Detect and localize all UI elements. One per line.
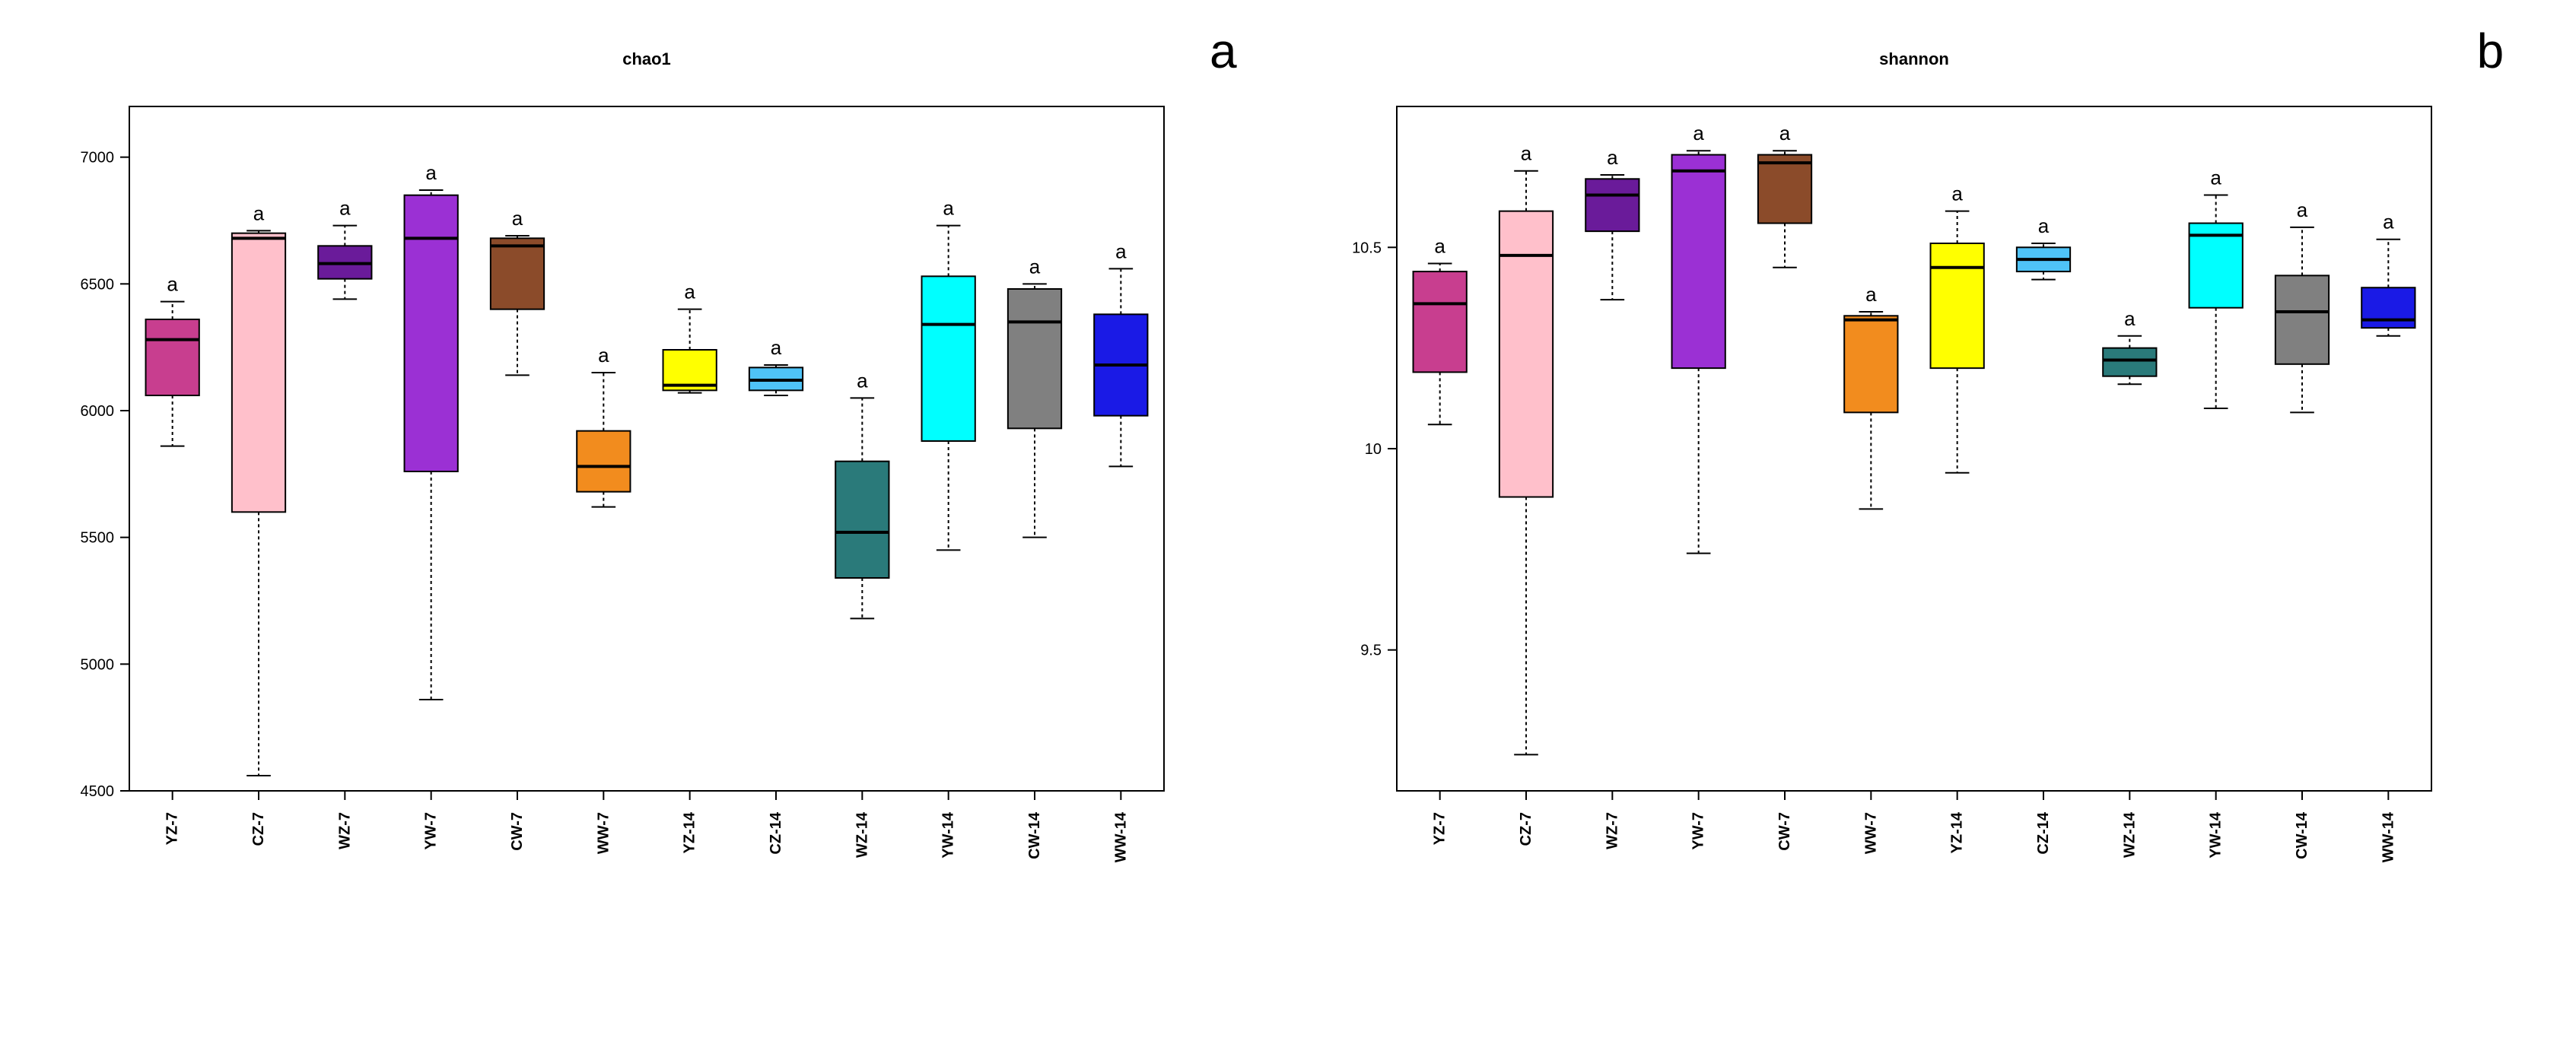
y-tick-label: 5000 xyxy=(81,656,115,673)
x-tick-label: WZ-7 xyxy=(336,812,353,849)
sig-letter: a xyxy=(1951,183,1963,205)
box-YZ-7 xyxy=(1413,271,1466,372)
x-tick-label: CW-14 xyxy=(2294,811,2310,859)
x-tick-label: WW-14 xyxy=(1112,811,1129,862)
sig-letter: a xyxy=(1779,122,1790,144)
box-WW-7 xyxy=(577,431,630,492)
panel-b-wrap: shannon 9.5 10 10.5 a YZ-7 a CZ-7 a WZ-7 a YW-7 a CW-… xyxy=(1283,15,2504,989)
box-WZ-14 xyxy=(835,462,889,578)
x-tick-label: YZ-7 xyxy=(164,812,181,845)
sig-letter: a xyxy=(512,207,523,230)
sig-letter: a xyxy=(684,281,695,303)
y-tick-label: 7000 xyxy=(81,150,115,167)
sig-letter: a xyxy=(1434,234,1445,257)
x-tick-label: YW-14 xyxy=(2207,811,2224,859)
x-tick-label: CZ-14 xyxy=(768,811,784,854)
box-YW-7 xyxy=(405,195,458,471)
box-CW-14 xyxy=(2275,275,2328,363)
x-tick-label: YW-7 xyxy=(423,812,440,850)
sig-letter: a xyxy=(167,273,178,296)
sig-letter: a xyxy=(2210,166,2221,189)
box-YZ-7 xyxy=(146,319,199,395)
panel-b: shannon 9.5 10 10.5 a YZ-7 a CZ-7 a WZ-7 a YW-7 a CW-… xyxy=(1283,15,2462,989)
x-tick-label: YZ-14 xyxy=(1948,811,1965,853)
x-tick-label: YW-14 xyxy=(940,811,957,859)
x-tick-label: WZ-14 xyxy=(2121,811,2138,858)
x-tick-label: WZ-14 xyxy=(854,811,870,858)
x-tick-label: YZ-7 xyxy=(1431,812,1448,845)
x-tick-label: CW-14 xyxy=(1026,811,1043,859)
sig-letter: a xyxy=(2383,211,2394,233)
y-tick-label: 5500 xyxy=(81,530,115,547)
box-WW-7 xyxy=(1844,316,1897,412)
box-YZ-14 xyxy=(1930,243,1983,368)
y-tick-label: 10 xyxy=(1364,441,1381,458)
box-CW-14 xyxy=(1008,289,1061,428)
y-tick-label: 4500 xyxy=(81,783,115,800)
panel-b-label: b xyxy=(2477,23,2504,79)
x-tick-label: CZ-7 xyxy=(1518,812,1534,846)
sig-letter: a xyxy=(943,197,954,220)
box-YW-7 xyxy=(1671,155,1725,369)
box-CW-7 xyxy=(491,238,544,309)
x-tick-label: CW-7 xyxy=(509,812,526,851)
sig-letter: a xyxy=(1115,240,1127,262)
x-tick-label: YW-7 xyxy=(1690,812,1706,850)
sig-letter: a xyxy=(2037,214,2049,237)
x-tick-label: WW-7 xyxy=(1862,812,1879,854)
boxplot-a: chao1 4500 5000 5500 6000 6500 7000 a YZ-7 a CZ-7 a… xyxy=(15,15,1194,989)
sig-letter: a xyxy=(2124,307,2136,330)
x-tick-label: WW-7 xyxy=(595,812,612,854)
boxplot-b: shannon 9.5 10 10.5 a YZ-7 a CZ-7 a WZ-7 a YW-7 a CW-… xyxy=(1283,15,2462,989)
sig-letter: a xyxy=(253,202,265,224)
box-WZ-14 xyxy=(2103,348,2156,376)
panel-a: chao1 4500 5000 5500 6000 6500 7000 a YZ-7 a CZ-7 a… xyxy=(15,15,1194,989)
box-WW-14 xyxy=(2361,287,2415,328)
sig-letter: a xyxy=(771,336,782,359)
sig-letter: a xyxy=(857,369,868,392)
x-tick-label: CZ-7 xyxy=(250,812,267,846)
y-tick-label: 6000 xyxy=(81,403,115,420)
y-tick-label: 6500 xyxy=(81,276,115,293)
sig-letter: a xyxy=(1865,283,1877,306)
sig-letter: a xyxy=(425,161,437,184)
sig-letter: a xyxy=(598,344,609,367)
box-YW-14 xyxy=(922,276,975,441)
box-CW-7 xyxy=(1757,155,1811,224)
box-WZ-7 xyxy=(1585,179,1639,231)
x-tick-label: WW-14 xyxy=(2380,811,2396,862)
chart-title: shannon xyxy=(1879,49,1949,68)
figure-row: chao1 4500 5000 5500 6000 6500 7000 a YZ-7 a CZ-7 a… xyxy=(15,15,2561,989)
sig-letter: a xyxy=(1693,122,1704,144)
x-tick-label: CW-7 xyxy=(1776,812,1793,851)
box-CZ-7 xyxy=(232,233,285,513)
sig-letter: a xyxy=(1520,142,1531,165)
chart-title: chao1 xyxy=(622,49,671,68)
panel-a-label: a xyxy=(1210,23,1237,79)
sig-letter: a xyxy=(2296,198,2307,221)
x-tick-label: CZ-14 xyxy=(2035,811,2052,854)
sig-letter: a xyxy=(1029,255,1041,278)
y-tick-label: 9.5 xyxy=(1360,643,1382,659)
sig-letter: a xyxy=(339,197,351,220)
x-tick-label: WZ-7 xyxy=(1604,812,1620,849)
sig-letter: a xyxy=(1607,146,1618,169)
panel-a-wrap: chao1 4500 5000 5500 6000 6500 7000 a YZ-7 a CZ-7 a… xyxy=(15,15,1237,989)
y-tick-label: 10.5 xyxy=(1352,240,1382,256)
x-tick-label: YZ-14 xyxy=(682,811,698,853)
